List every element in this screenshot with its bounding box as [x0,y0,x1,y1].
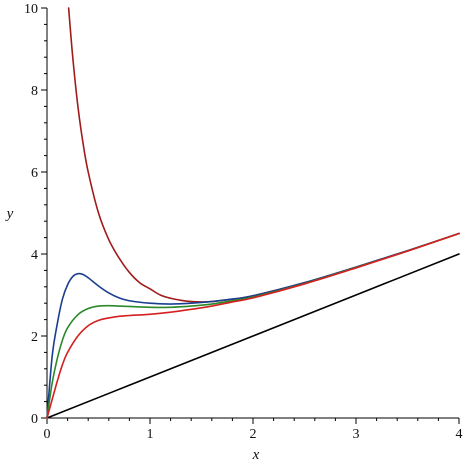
series-line-0 [46,253,460,419]
tick-labels: 0 1 2 3 4 0 2 4 6 8 10 [24,2,463,442]
y-tick-label: 0 [31,412,38,427]
y-tick-label: 8 [31,84,38,99]
minor-ticks [44,23,439,421]
y-axis-label: y [5,206,14,222]
x-tick-label: 2 [250,427,257,442]
series-line-2 [46,232,460,419]
x-tick-label: 3 [353,427,360,442]
y-tick-label: 10 [24,2,38,17]
x-tick-label: 0 [44,427,51,442]
series-line-4 [46,232,460,419]
series-line-3 [46,232,460,419]
series-layer [46,7,460,419]
y-tick-label: 4 [31,248,38,263]
y-tick-label: 6 [31,166,38,181]
y-tick-label: 2 [31,330,38,345]
major-ticks [41,7,460,424]
x-axis-label: x [252,447,260,462]
x-tick-label: 4 [456,427,463,442]
x-tick-label: 1 [147,427,154,442]
series-line-1 [67,7,460,303]
